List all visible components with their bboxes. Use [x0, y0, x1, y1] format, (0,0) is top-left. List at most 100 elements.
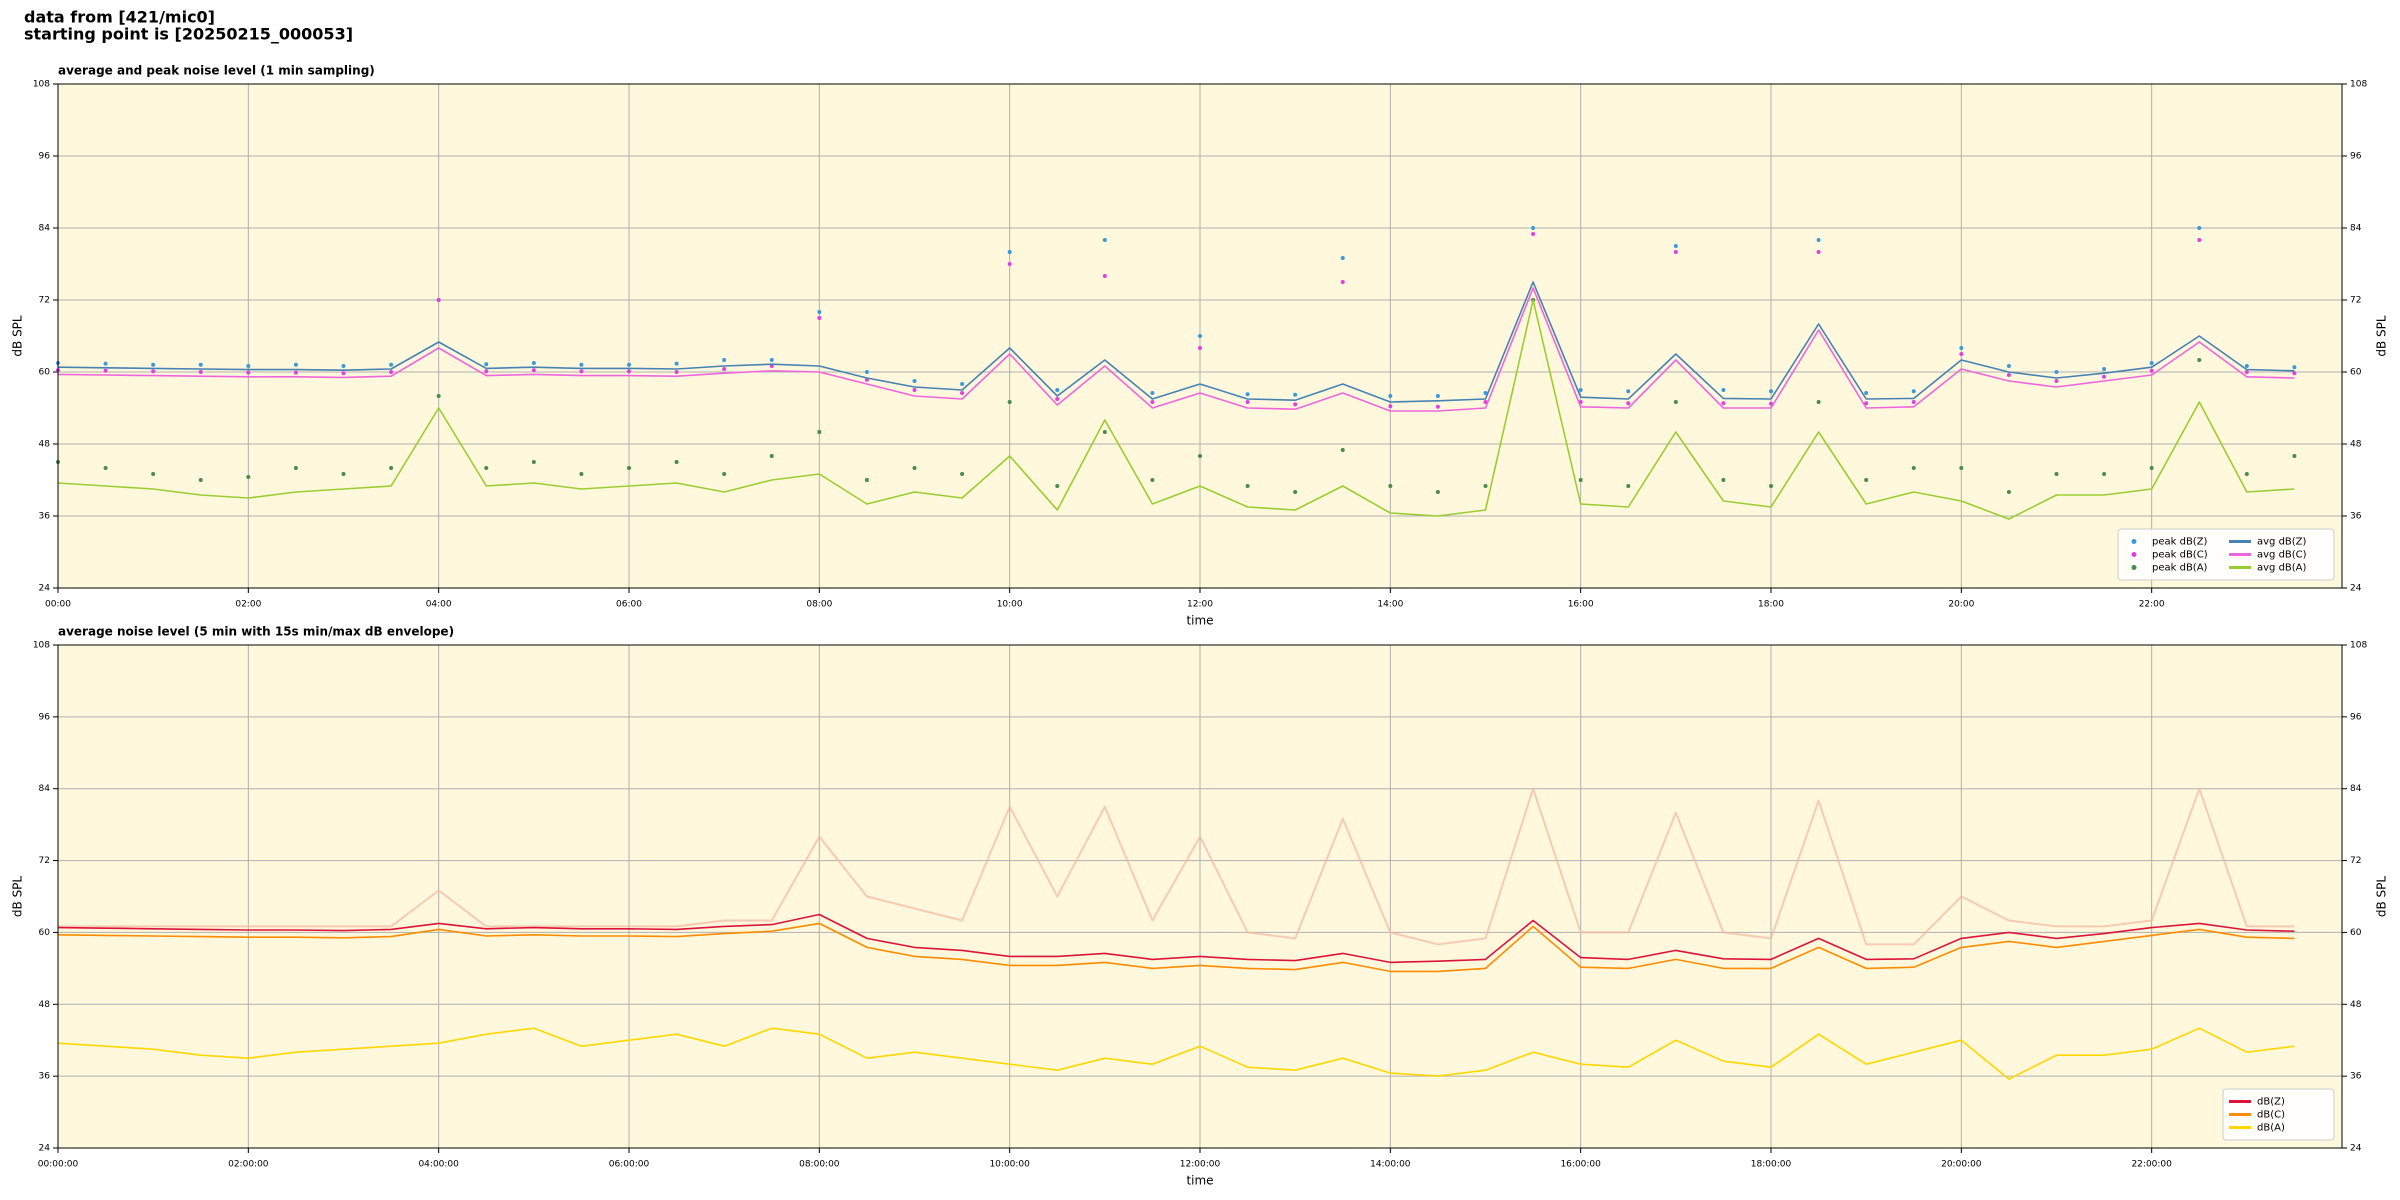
y-tick-label: 84: [39, 784, 51, 794]
peak-point: [2149, 368, 2154, 373]
x-tick-label: 04:00:00: [418, 1160, 459, 1170]
peak-point: [2102, 367, 2107, 371]
peak-point: [151, 472, 156, 476]
peak-point: [2292, 454, 2297, 458]
peak-point: [722, 472, 727, 476]
peak-point: [912, 379, 917, 383]
legend-label: dB(C): [2257, 1110, 2285, 1121]
y-tick-label: 108: [2350, 80, 2367, 90]
peak-point: [2197, 238, 2202, 242]
peak-point: [1007, 400, 1012, 404]
legend-label: peak dB(C): [2152, 550, 2208, 561]
peak-point: [389, 370, 394, 374]
peak-point: [103, 368, 108, 373]
y-tick-label: 36: [2350, 1072, 2362, 1082]
legend-label: avg dB(Z): [2257, 537, 2307, 548]
peak-point: [1673, 244, 1678, 248]
legend-label: dB(Z): [2257, 1097, 2285, 1108]
legend-marker: [2131, 565, 2137, 570]
y-tick-label: 60: [2350, 928, 2362, 938]
peak-point: [1102, 238, 1107, 242]
peak-point: [293, 466, 298, 470]
peak-point: [1388, 404, 1393, 409]
peak-point: [1911, 466, 1916, 470]
peak-point: [1911, 389, 1916, 394]
peak-point: [1578, 388, 1583, 392]
x-tick-label: 08:00:00: [799, 1160, 840, 1170]
peak-point: [2054, 379, 2059, 383]
y-tick-label: 24: [39, 1144, 51, 1154]
peak-point: [1769, 389, 1773, 394]
peak-point: [1007, 250, 1012, 254]
peak-point: [1198, 454, 1202, 458]
plot-frame: [57, 644, 2343, 1149]
peak-point: [1578, 478, 1583, 482]
peak-point: [1198, 334, 1202, 338]
header-line: data from [421/mic0]: [24, 8, 215, 27]
peak-point: [1673, 250, 1678, 254]
peak-point: [1435, 394, 1440, 398]
peak-point: [1102, 430, 1107, 434]
peak-point: [769, 358, 774, 362]
y-tick-label: 60: [2350, 368, 2362, 378]
y-tick-label: 36: [39, 1072, 51, 1082]
x-tick-label: 16:00:00: [1560, 1160, 1601, 1170]
peak-point: [579, 369, 584, 374]
peak-point: [2244, 364, 2249, 368]
series-line: [57, 913, 2295, 964]
peak-point: [1435, 490, 1440, 494]
peak-point: [1340, 256, 1345, 260]
peak-point: [1769, 484, 1773, 488]
peak-point: [484, 362, 489, 367]
peak-point: [2149, 466, 2154, 470]
legend-label: peak dB(A): [2152, 563, 2208, 574]
peak-point: [531, 460, 536, 464]
series-line: [57, 922, 2295, 973]
peak-point: [2244, 472, 2249, 476]
y-tick-label: 72: [2350, 856, 2361, 866]
y-tick-label: 72: [2350, 296, 2361, 306]
peak-point: [674, 460, 679, 464]
peak-point: [2006, 364, 2011, 368]
peak-point: [1007, 262, 1012, 266]
plot-frame: [57, 83, 2343, 589]
peak-point: [531, 368, 536, 373]
peak-point: [389, 466, 394, 470]
peak-point: [2197, 226, 2202, 230]
y-tick-label: 24: [2350, 584, 2362, 594]
x-tick-label: 14:00: [1377, 600, 1403, 610]
x-tick-label: 00:00: [45, 600, 71, 610]
peak-point: [341, 371, 346, 376]
peak-point: [2292, 365, 2297, 370]
peak-point: [579, 362, 584, 367]
peak-point: [103, 466, 108, 470]
peak-point: [198, 370, 203, 374]
x-tick-label: 12:00:00: [1180, 1160, 1221, 1170]
peak-point: [1816, 238, 1821, 242]
peak-point: [1721, 388, 1726, 392]
peak-point: [2054, 370, 2059, 374]
y-tick-label: 72: [39, 856, 50, 866]
peak-point: [2102, 472, 2107, 476]
peak-point: [674, 370, 679, 374]
y-tick-label: 24: [2350, 1144, 2362, 1154]
peak-point: [1150, 391, 1155, 395]
peak-point: [960, 391, 965, 395]
peak-point: [436, 298, 441, 302]
y-tick-label: 48: [2350, 1000, 2362, 1010]
peak-point: [1055, 388, 1060, 392]
peak-point: [2197, 358, 2202, 362]
x-tick-label: 06:00:00: [609, 1160, 650, 1170]
peak-point: [960, 382, 965, 386]
peak-point: [1531, 232, 1536, 236]
peak-point: [1245, 400, 1250, 404]
peak-point: [341, 364, 346, 368]
peak-point: [864, 478, 869, 482]
envelope-line: [58, 787, 2295, 946]
peak-point: [864, 370, 869, 374]
peak-point: [1150, 478, 1155, 482]
legend: peak dB(Z) peak dB(C) peak dB(A) avg dB(Z) a…: [2117, 528, 2335, 581]
x-tick-label: 10:00:00: [989, 1160, 1030, 1170]
series-line: [57, 287, 2295, 412]
peak-point: [1721, 478, 1726, 482]
